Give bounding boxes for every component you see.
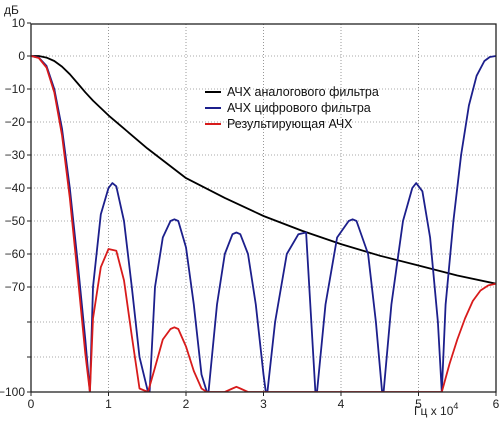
x-tick-label: 2 [183,397,190,411]
x-tick-label: 1 [105,397,112,411]
series-digital-line [31,55,496,392]
x-tick-label: 6 [493,397,500,411]
y-tick-label: −40 [5,181,26,195]
x-axis-label: Гц x 104 [414,401,458,418]
y-tick-label: −20 [5,115,26,129]
x-tick-label: 0 [28,397,35,411]
y-tick-label: −60 [5,247,26,261]
y-tick-label: 0 [18,49,25,63]
legend-label-result: Результирующая АЧХ [227,117,353,131]
y-tick-label: −50 [5,214,26,228]
y-tick-label: −30 [5,148,26,162]
legend-label-digital: АЧХ цифрового фильтра [227,101,371,115]
plot-frame [30,23,497,393]
y-tick-label: −10 [5,82,26,96]
series-result-line [31,55,496,392]
y-tick-label: −100 [0,385,25,399]
x-tick-label: 5 [415,397,422,411]
x-tick-label: 4 [338,397,345,411]
y-tick-label: 10 [12,16,26,30]
x-tick-label: 3 [260,397,267,411]
y-tick-label: −70 [5,280,26,294]
tick-labels: 0 1 2 3 4 5 6 10 0 −10 −20 −30 −40 −50 −60 −70 −100 [0,16,500,411]
legend: АЧХ аналогового фильтра АЧХ цифрового фи… [205,85,379,131]
grid [31,24,496,392]
y-axis-unit: дБ [4,3,19,17]
legend-label-analog: АЧХ аналогового фильтра [227,85,379,99]
series-lines [31,55,496,392]
